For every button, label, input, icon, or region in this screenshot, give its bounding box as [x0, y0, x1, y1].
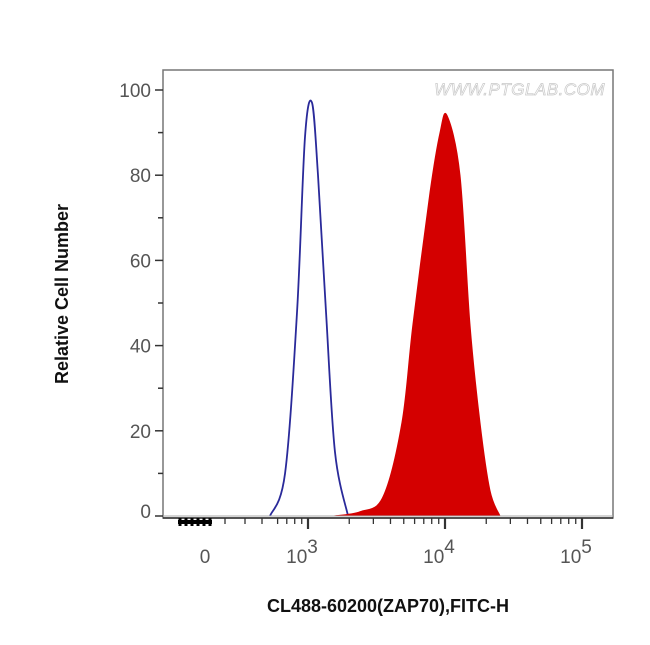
y-tick-label: 40: [130, 337, 151, 358]
watermark: WWW.PTGLAB.COM: [434, 80, 605, 99]
series-outline-histogram: [269, 99, 349, 517]
x-tick-label: 0: [200, 547, 211, 568]
x-axis-title: CL488-60200(ZAP70),FITC-H: [267, 596, 509, 616]
y-tick-label: 100: [119, 81, 151, 102]
y-tick-label: 80: [130, 166, 151, 187]
x-tick-label: 105: [560, 537, 592, 568]
series-layer: [163, 99, 613, 517]
x-axis: 0 103 104 105: [163, 517, 613, 568]
y-tick-label: 60: [130, 251, 151, 272]
y-tick-label: 0: [140, 502, 151, 523]
series-filled-histogram: [332, 112, 501, 517]
y-axis: 0 20 40 60 80 100: [119, 81, 163, 523]
x-tick-label: 103: [286, 537, 318, 568]
y-axis-title: Relative Cell Number: [52, 204, 72, 384]
plot-frame: [162, 69, 614, 519]
y-tick-label: 20: [130, 422, 151, 443]
x-tick-label: 104: [423, 537, 455, 568]
